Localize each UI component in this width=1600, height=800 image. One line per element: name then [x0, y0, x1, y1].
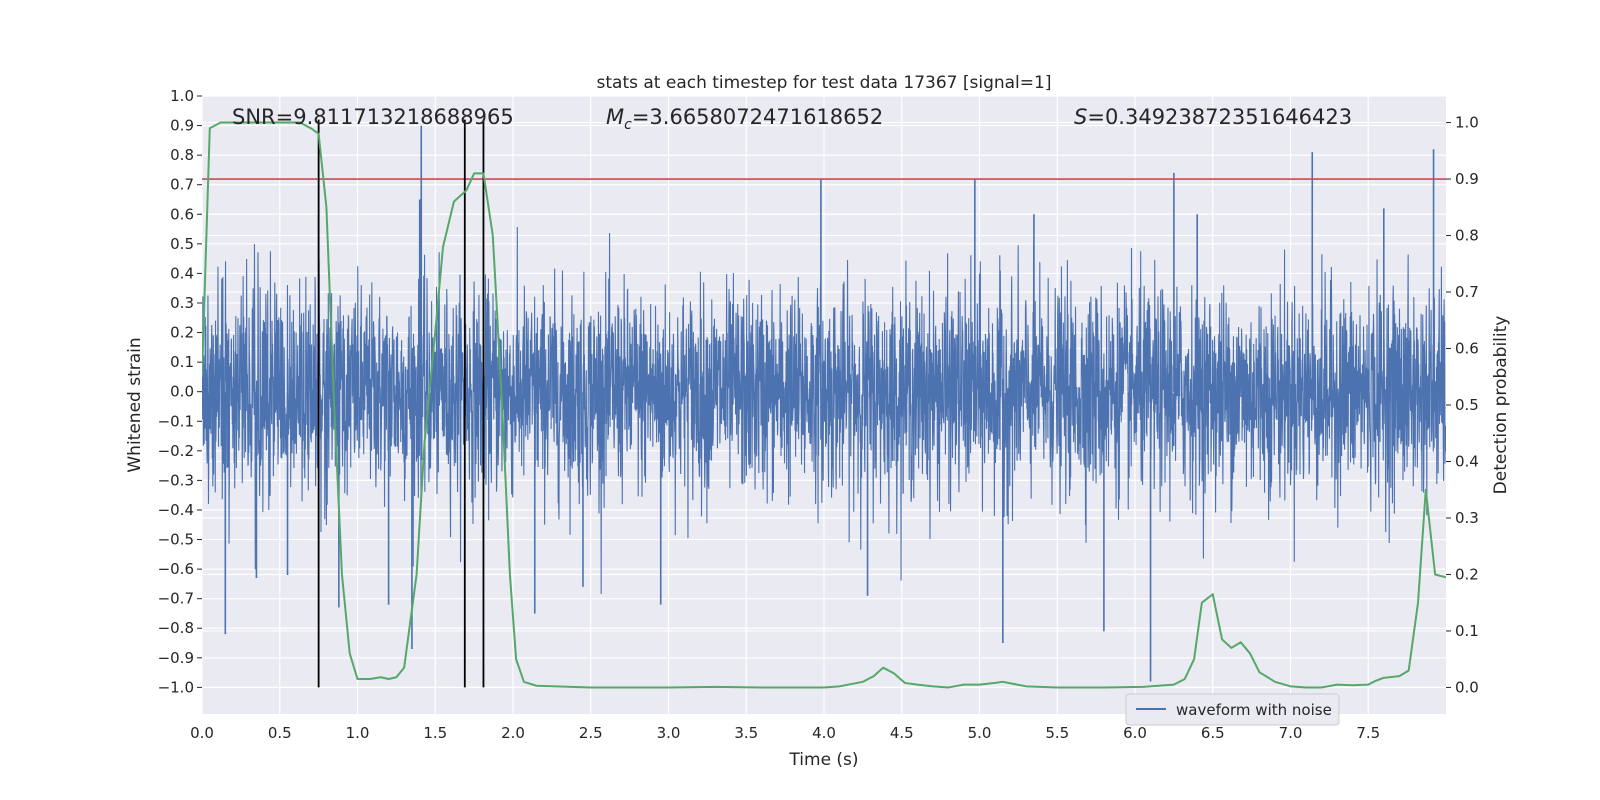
s-value: =0.34923872351646423 [1087, 105, 1352, 129]
y2-tick-label: 0.6 [1455, 340, 1479, 358]
waveform-trace [202, 125, 1446, 682]
y-tick-label: 0.2 [170, 324, 194, 342]
s-symbol: S [1074, 105, 1087, 129]
y2-axis-label: Detection probability [1491, 316, 1511, 495]
x-ticks: 0.0 0.5 1.0 1.5 2.0 2.5 3.0 3.5 4.0 4.5 5.0 5.5 6.0 6… [190, 724, 1380, 742]
x-tick-label: 3.5 [734, 724, 758, 742]
y2-tick-label: 0.8 [1455, 227, 1479, 245]
legend-box [1125, 693, 1340, 726]
y-tick-label: 1.0 [170, 87, 194, 105]
x-tick-label: 3.0 [657, 724, 681, 742]
y2-tick-label: 0.7 [1455, 283, 1479, 301]
y-tick-label: 0.3 [170, 294, 194, 312]
y-tick-label: −0.9 [158, 649, 194, 667]
y2-tick-label: 0.1 [1455, 622, 1479, 640]
x-tick-label: 5.0 [968, 724, 992, 742]
detection-probability-line [202, 121, 1446, 689]
legend: waveform with noise [1125, 693, 1340, 726]
y-tick-label: −0.1 [158, 412, 194, 430]
x-tick-label: 1.0 [346, 724, 370, 742]
legend-label-waveform: waveform with noise [1176, 701, 1332, 719]
y-tick-label: −1.0 [158, 678, 194, 696]
y2-tick-label: 0.2 [1455, 565, 1479, 583]
mc-symbol: M [606, 105, 624, 129]
y2-tick-label: 0.9 [1455, 170, 1479, 188]
mc-subscript: c [624, 117, 632, 133]
x-tick-label: 0.5 [268, 724, 292, 742]
annotation-s: S=0.34923872351646423 [1074, 105, 1352, 129]
x-tick-label: 7.5 [1356, 724, 1380, 742]
y2-tick-label: 0.4 [1455, 452, 1479, 470]
y-tick-label: 0.8 [170, 146, 194, 164]
y-tick-label: −0.5 [158, 531, 194, 549]
y-tick-label: 0.6 [170, 205, 194, 223]
annotation-mc: Mc=3.6658072471618652 [606, 105, 883, 133]
y-axis-label: Whitened strain [125, 337, 145, 472]
x-tick-label: 6.0 [1123, 724, 1147, 742]
y-tick-label: 0.4 [170, 264, 194, 282]
y-tick-label: −0.6 [158, 560, 194, 578]
y-tick-label: 0.1 [170, 353, 194, 371]
x-axis-label: Time (s) [788, 750, 858, 770]
y-tick-label: −0.4 [158, 501, 194, 519]
annotation-snr: SNR=9.811713218688965 [232, 105, 514, 129]
y2-tick-label: 1.0 [1455, 114, 1479, 132]
y-tick-label: −0.3 [158, 471, 194, 489]
x-tick-label: 2.5 [579, 724, 603, 742]
y2-ticks: 1.0 0.9 0.8 0.7 0.6 0.5 0.4 0.3 0.2 0.1 0.0 [1446, 114, 1479, 696]
y-tick-label: 0.5 [170, 235, 194, 253]
y-ticks: 1.0 0.9 0.8 0.7 0.6 0.5 0.4 0.3 0.2 0.1 0.0 −0.1 −0.… [158, 87, 202, 696]
y-tick-label: −0.2 [158, 442, 194, 460]
chart-title: stats at each timestep for test data 173… [597, 73, 1052, 93]
y2-tick-label: 0.0 [1455, 678, 1479, 696]
x-tick-label: 2.0 [501, 724, 525, 742]
x-tick-label: 5.5 [1045, 724, 1069, 742]
x-tick-label: 7.0 [1279, 724, 1303, 742]
mc-value: =3.6658072471618652 [632, 105, 883, 129]
x-tick-label: 6.5 [1201, 724, 1225, 742]
y-tick-label: −0.8 [158, 619, 194, 637]
x-tick-label: 4.0 [812, 724, 836, 742]
x-tick-label: 4.5 [890, 724, 914, 742]
y-tick-label: 0.7 [170, 176, 194, 194]
overlays [202, 119, 1446, 689]
x-tick-label: 0.0 [190, 724, 214, 742]
y-tick-label: −0.7 [158, 590, 194, 608]
y-tick-label: 0.0 [170, 383, 194, 401]
y2-tick-label: 0.3 [1455, 509, 1479, 527]
x-tick-label: 1.5 [423, 724, 447, 742]
y-tick-label: 0.9 [170, 117, 194, 135]
waveform-line [202, 227, 1446, 594]
y2-tick-label: 0.5 [1455, 396, 1479, 414]
